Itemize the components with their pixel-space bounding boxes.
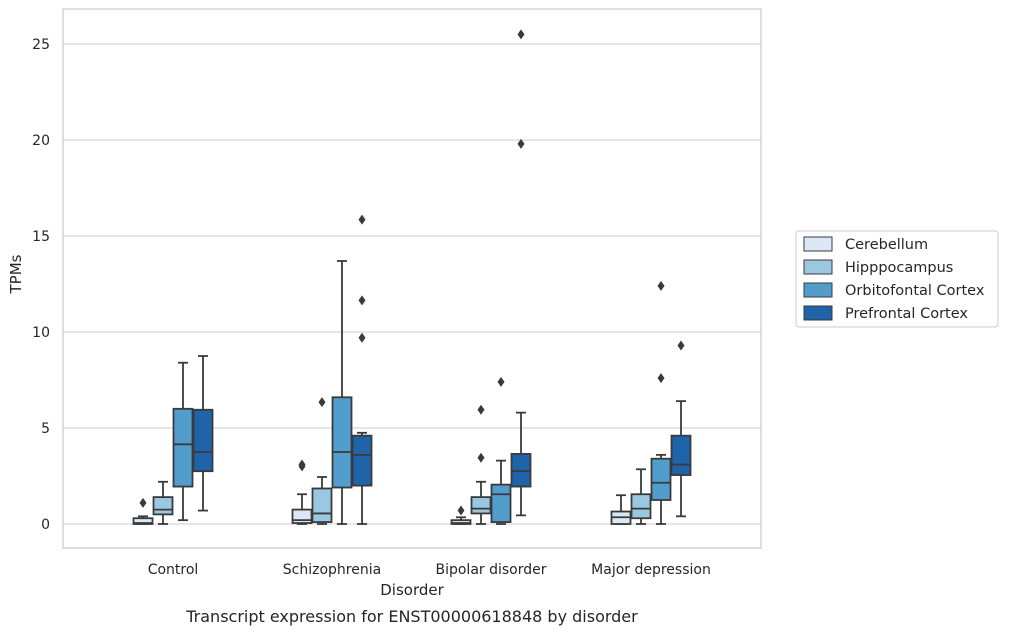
box-iqr: [650, 457, 672, 501]
box-iqr: [351, 434, 373, 487]
outlier-point: [139, 497, 147, 508]
y-tick-label: 15: [32, 229, 50, 245]
y-tick-label: 5: [41, 421, 50, 437]
y-tick-label: 10: [32, 325, 50, 341]
box-3-3: [670, 340, 692, 518]
gridlines: [63, 43, 761, 525]
box-1-1: [311, 397, 333, 525]
box-2-0: [172, 361, 194, 522]
outlier-point: [677, 340, 685, 351]
legend-label: Cerebellum: [845, 237, 928, 253]
box-iqr: [192, 408, 214, 473]
outlier-point: [517, 138, 525, 149]
legend-swatch: [803, 305, 833, 321]
box-3-0: [192, 355, 214, 512]
legend-label: Prefrontal Cortex: [845, 306, 968, 322]
outlier-point: [657, 280, 665, 291]
box-iqr: [311, 487, 333, 523]
y-tick-label: 25: [32, 37, 50, 53]
outlier-point: [657, 373, 665, 384]
plot-area-frame: [62, 8, 762, 549]
box-0-1: [291, 459, 313, 525]
box-iqr: [172, 407, 194, 488]
legend-swatch: [803, 236, 833, 252]
box-iqr: [630, 493, 652, 520]
outlier-point: [477, 404, 485, 415]
x-tick-label: Schizophrenia: [283, 562, 381, 578]
x-tick-label: Major depression: [591, 562, 711, 578]
box-iqr: [152, 496, 174, 516]
box-iqr: [490, 483, 512, 523]
outlier-point: [318, 397, 326, 408]
box-iqr: [670, 434, 692, 476]
x-tick-label: Bipolar disorder: [435, 562, 546, 578]
legend-label: Hipppocampus: [845, 260, 953, 276]
y-tick-labels: 0 5 10 15 20 25: [32, 37, 50, 533]
x-tick-labels: Control Schizophrenia Bipolar disorder Majo…: [148, 562, 711, 578]
box-iqr: [331, 396, 353, 489]
box-0-3: [610, 494, 632, 525]
box-0-0: [132, 497, 154, 525]
box-1-2: [470, 404, 492, 525]
outlier-point: [457, 505, 465, 516]
box-2-1: [331, 260, 353, 525]
box-2-3: [650, 280, 672, 525]
boxes-layer: [132, 29, 692, 525]
outlier-point: [497, 376, 505, 387]
box-iqr: [510, 453, 532, 488]
x-axis-title: Disorder: [380, 581, 444, 599]
box-iqr: [132, 517, 154, 525]
x-tick-label: Control: [148, 562, 199, 578]
box-iqr: [470, 496, 492, 515]
box-2-2: [490, 376, 512, 525]
legend-label: Orbitofontal Cortex: [845, 283, 985, 299]
box-1-3: [630, 468, 652, 525]
outlier-point: [477, 452, 485, 463]
y-tick-label: 0: [41, 517, 50, 533]
box-0-2: [450, 505, 472, 525]
legend-swatch: [803, 259, 833, 275]
chart-caption: Transcript expression for ENST0000061884…: [185, 607, 638, 626]
outlier-point: [358, 295, 366, 306]
legend-swatch: [803, 282, 833, 298]
legend: Cerebellum Hipppocampus Orbitofontal Corte…: [795, 230, 999, 328]
box-3-1: [351, 214, 373, 525]
outlier-point: [298, 459, 306, 470]
outlier-point: [358, 332, 366, 343]
box-1-0: [152, 480, 174, 525]
y-tick-label: 20: [32, 133, 50, 149]
outlier-point: [517, 29, 525, 40]
box-3-2: [510, 29, 532, 517]
outlier-point: [358, 214, 366, 225]
box-iqr: [450, 519, 472, 525]
legend-frame: [795, 230, 999, 328]
y-axis-title: TPMs: [7, 254, 25, 294]
